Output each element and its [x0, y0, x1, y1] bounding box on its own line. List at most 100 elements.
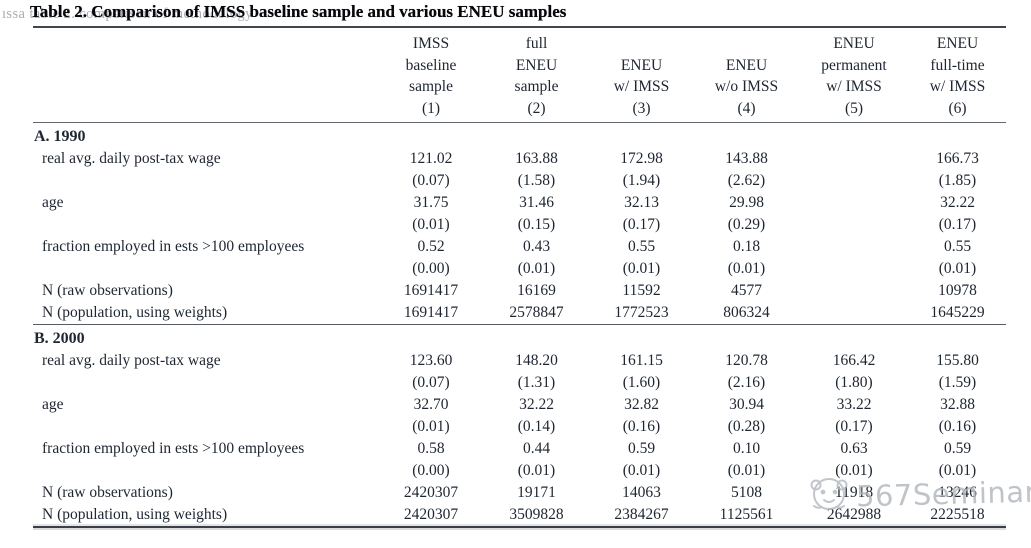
- table-cell: [799, 148, 909, 170]
- table-cell: [799, 258, 909, 280]
- row-label: [33, 214, 378, 236]
- table-cell: 32.82: [624, 396, 659, 413]
- panel-label: A. 1990: [34, 128, 86, 145]
- table-row: N (raw observations) 1691417 16169 11592 457…: [33, 280, 1006, 302]
- table-cell: 0.52: [417, 238, 445, 255]
- row-label: N (raw observations): [42, 282, 173, 299]
- table-row: real avg. daily post-tax wage 121.02 163.8…: [33, 148, 1006, 170]
- row-label: N (population, using weights): [42, 506, 228, 523]
- table-cell: 2384267: [614, 506, 669, 523]
- table-row: age 31.75 31.46 32.13 29.98 32.22: [33, 192, 1006, 214]
- column-header-row: IMSS baseline sample (1) full ENEU sample (2) E…: [33, 27, 1006, 123]
- table-cell: (0.16): [622, 418, 661, 435]
- row-label: real avg. daily post-tax wage: [42, 352, 221, 369]
- table-cell: (1.85): [938, 172, 977, 189]
- table-row: fraction employed in ests >100 employees…: [33, 438, 1006, 460]
- table-cell: (1.59): [938, 374, 977, 391]
- table-cell: 155.80: [936, 352, 979, 369]
- table-cell: 0.18: [732, 238, 761, 255]
- table-cell: (1.31): [517, 374, 556, 391]
- column-header-6: ENEU full-time w/ IMSS (6): [929, 35, 986, 117]
- table-cell: 0.43: [522, 238, 551, 255]
- table-cell: 2642988: [826, 506, 882, 523]
- table-cell: 32.22: [519, 396, 554, 413]
- table-row: real avg. daily post-tax wage 123.60 148.2…: [33, 350, 1006, 372]
- row-label: age: [42, 194, 64, 211]
- row-label: [33, 258, 378, 280]
- table-cell: 5108: [731, 484, 762, 501]
- table-cell: 2420307: [403, 506, 459, 523]
- table-cell: 32.88: [940, 396, 975, 413]
- row-label: real avg. daily post-tax wage: [42, 150, 221, 167]
- table-cell: (2.62): [727, 172, 766, 189]
- table-cell: 143.88: [725, 150, 768, 167]
- table-cell: (0.15): [517, 216, 556, 233]
- table-cell: [799, 192, 909, 214]
- table-cell: 123.60: [409, 352, 453, 369]
- table-row: (0.07) (1.31) (1.60) (2.16) (1.80) (1.59): [33, 372, 1006, 394]
- comparison-table: IMSS baseline sample (1) full ENEU sample (2) E…: [33, 26, 1006, 528]
- table-cell: (0.01): [938, 260, 977, 277]
- table-cell: [799, 302, 909, 325]
- column-header-2: full ENEU sample (2): [514, 35, 559, 117]
- table-cell: (0.00): [412, 260, 450, 277]
- row-label: [33, 460, 378, 482]
- table-cell: (0.14): [517, 418, 556, 435]
- table-row: age 32.70 32.22 32.82 30.94 33.22 32.88: [33, 394, 1006, 416]
- table-cell: (0.01): [835, 462, 873, 479]
- table-cell: 0.55: [627, 238, 656, 255]
- table-cell: [799, 170, 909, 192]
- column-header-4: ENEU w/o IMSS (4): [714, 56, 779, 117]
- table-cell: 14063: [622, 484, 661, 501]
- table-cell: [799, 280, 909, 302]
- table-cell: 806324: [723, 304, 770, 321]
- table-cell: (1.58): [517, 172, 556, 189]
- column-header-5: ENEU permanent w/ IMSS (5): [821, 35, 887, 117]
- table-cell: 32.70: [413, 396, 449, 413]
- table-cell: (2.16): [727, 374, 766, 391]
- ghost-title-text: ıssa table 2. comparison of methodology: [2, 6, 253, 22]
- table-cell: (0.28): [727, 418, 766, 435]
- table-cell: 0.55: [943, 238, 972, 255]
- table-row: (0.00) (0.01) (0.01) (0.01) (0.01): [33, 258, 1006, 280]
- comparison-table-container: IMSS baseline sample (1) full ENEU sample (2) E…: [33, 26, 1006, 528]
- table-row: (0.07) (1.58) (1.94) (2.62) (1.85): [33, 170, 1006, 192]
- table-cell: 1691417: [403, 282, 459, 299]
- row-label: [33, 416, 378, 438]
- header-spacer: [33, 27, 378, 123]
- panel-header-row: A. 1990: [33, 123, 1006, 149]
- table-cell: (0.29): [727, 216, 766, 233]
- table-cell: 29.98: [729, 194, 764, 211]
- table-cell: 11918: [834, 484, 874, 501]
- table-cell: (0.01): [727, 260, 766, 277]
- row-label: [33, 372, 378, 394]
- page-title: Table 2. Comparison of IMSS baseline sam…: [30, 2, 567, 21]
- table-row: (0.01) (0.15) (0.17) (0.29) (0.17): [33, 214, 1006, 236]
- table-cell: (0.01): [412, 216, 450, 233]
- table-cell: 13246: [938, 484, 977, 501]
- table-cell: 0.10: [732, 440, 761, 457]
- row-label: fraction employed in ests >100 employees: [42, 440, 305, 457]
- table-cell: 120.78: [725, 352, 768, 369]
- table-cell: 1691417: [403, 304, 459, 321]
- table-cell: (1.60): [622, 374, 661, 391]
- table-cell: 161.15: [620, 352, 663, 369]
- table-cell: (0.07): [412, 374, 450, 391]
- table-cell: (0.01): [622, 462, 661, 479]
- table-cell: (1.94): [622, 172, 661, 189]
- table-cell: 166.73: [936, 150, 979, 167]
- row-label: N (population, using weights): [42, 304, 228, 321]
- table-cell: (0.00): [412, 462, 450, 479]
- table-cell: 11592: [622, 282, 661, 299]
- table-cell: 0.58: [417, 440, 445, 457]
- table-cell: (0.01): [517, 260, 556, 277]
- table-cell: (1.80): [835, 374, 873, 391]
- table-row: (0.00) (0.01) (0.01) (0.01) (0.01) (0.01): [33, 460, 1006, 482]
- table-cell: 172.98: [620, 150, 663, 167]
- table-cell: (0.01): [412, 418, 450, 435]
- table-cell: 0.59: [627, 440, 656, 457]
- table-cell: 1645229: [930, 304, 985, 321]
- table-cell: (0.01): [622, 260, 661, 277]
- column-header-3: ENEU w/ IMSS (3): [613, 56, 670, 117]
- column-header-1: IMSS baseline sample (1): [405, 35, 457, 117]
